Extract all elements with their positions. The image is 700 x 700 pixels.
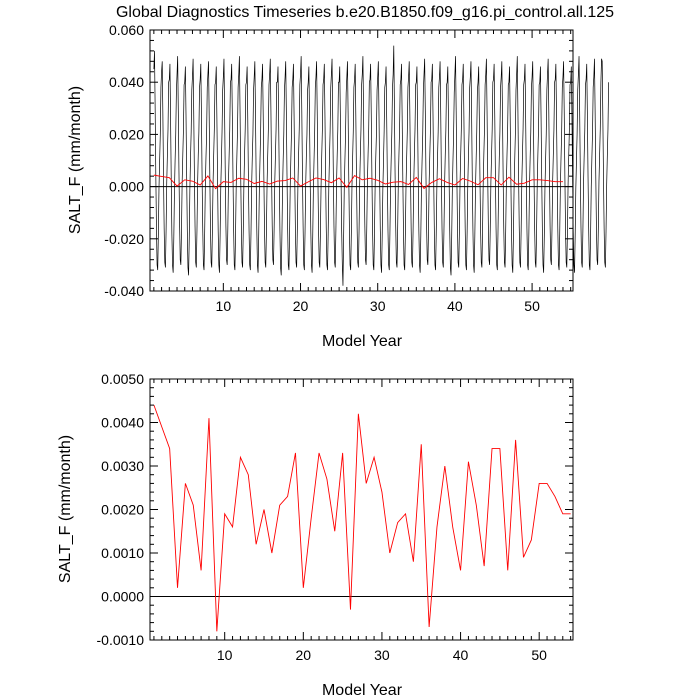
bottom-x-tick-label: 10 xyxy=(217,647,233,663)
top-panel: 10 20 30 40 50 -0.040 -0.020 0.000 0.020 0.040 0.0… xyxy=(67,22,609,350)
top-x-tick-label: 20 xyxy=(293,298,309,314)
top-axis-layer: 10 20 30 40 50 -0.040 -0.020 0.000 0.020 0.040 0.0… xyxy=(104,22,573,314)
top-y-tick-label: 0.060 xyxy=(109,22,144,38)
top-y-tick-label: 0.000 xyxy=(109,179,144,195)
bottom-annual-series-line xyxy=(153,404,571,632)
bottom-y-tick-label: 0.0030 xyxy=(101,458,144,474)
bottom-y-tick-label: 0.0010 xyxy=(101,545,144,561)
top-y-tick-label: 0.040 xyxy=(109,74,144,90)
top-monthly-series-line xyxy=(153,45,609,286)
bottom-y-tick-label: 0.0050 xyxy=(101,371,144,387)
top-y-tick-label: 0.020 xyxy=(109,126,144,142)
chart-title: Global Diagnostics Timeseries b.e20.B185… xyxy=(116,4,614,21)
bottom-x-axis-label: Model Year xyxy=(322,682,403,699)
top-y-tick-label: -0.040 xyxy=(104,283,144,299)
bottom-x-tick-label: 50 xyxy=(531,647,547,663)
bottom-x-tick-label: 20 xyxy=(296,647,312,663)
bottom-y-axis-label: SALT_F (mm/month) xyxy=(57,435,74,583)
top-x-tick-label: 10 xyxy=(216,298,232,314)
top-x-tick-label: 30 xyxy=(370,298,386,314)
bottom-y-tick-label: 0.0040 xyxy=(101,415,144,431)
top-plot-frame xyxy=(149,29,574,292)
bottom-x-tick-label: 40 xyxy=(453,647,469,663)
top-x-tick-label: 40 xyxy=(447,298,463,314)
top-y-axis-label: SALT_F (mm/month) xyxy=(67,86,84,234)
bottom-y-tick-label: 0.0020 xyxy=(101,502,144,518)
top-x-tick-label: 50 xyxy=(524,298,540,314)
bottom-series-layer xyxy=(150,404,573,632)
top-y-tick-label: -0.020 xyxy=(104,231,144,247)
bottom-y-tick-label: 0.0000 xyxy=(101,589,144,605)
top-series-layer xyxy=(150,45,609,286)
bottom-x-tick-label: 30 xyxy=(374,647,390,663)
bottom-axis-layer: 10 20 30 40 50 -0.0010 0.0000 0.0010 0.0020 0.003… xyxy=(97,371,573,663)
bottom-y-tick-label: -0.0010 xyxy=(97,632,145,648)
bottom-plot-frame xyxy=(149,378,574,641)
top-x-axis-label: Model Year xyxy=(322,333,403,350)
bottom-panel: 10 20 30 40 50 -0.0010 0.0000 0.0010 0.0020 0.003… xyxy=(57,371,574,699)
top-annual-series-line xyxy=(153,174,563,190)
